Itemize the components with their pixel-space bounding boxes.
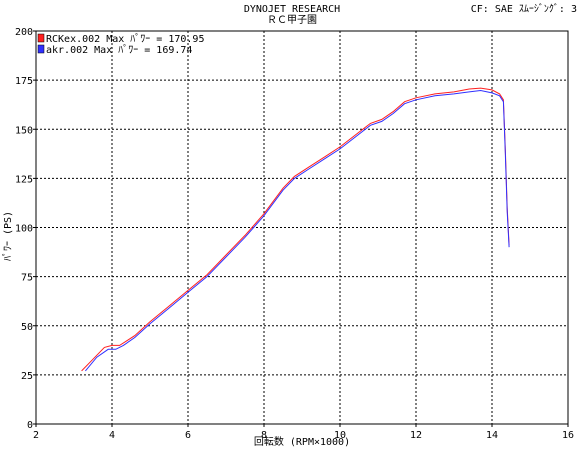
y-tick-label: 50 — [21, 322, 33, 333]
x-axis-label: 回転数 (RPM×1000) — [254, 435, 350, 448]
y-axis-label: ﾊﾟﾜｰ (PS) — [2, 211, 14, 261]
series-line-2 — [85, 89, 510, 372]
y-tick-label: 175 — [15, 76, 33, 87]
y-tick-label: 100 — [15, 224, 33, 235]
x-tick-label: 8 — [261, 430, 267, 441]
y-tick-label: 75 — [21, 273, 33, 284]
correction-label: CF: SAE ｽﾑｰｼﾞﾝｸﾞ: 3 — [471, 3, 577, 15]
legend-entry-1: RCKex.002 Max ﾊﾟﾜｰ = 170.95 — [46, 33, 204, 45]
chart-subtitle: ＲＣ甲子園 — [267, 14, 317, 26]
y-tick-label: 25 — [21, 371, 33, 382]
x-tick-label: 16 — [562, 430, 574, 441]
legend-entry-2: akr.002 Max ﾊﾟﾜｰ = 169.74 — [46, 44, 192, 56]
legend-swatch-2 — [37, 44, 45, 54]
chart-title: DYNOJET RESEARCH — [244, 4, 340, 15]
x-tick-label: 10 — [334, 430, 346, 441]
series-line-1 — [81, 87, 510, 372]
y-tick-label: 0 — [27, 420, 33, 431]
legend-swatch-1 — [37, 33, 45, 43]
y-tick-label: 200 — [15, 27, 33, 38]
grid-lines — [36, 31, 568, 424]
x-tick-label: 12 — [410, 430, 422, 441]
y-tick-label: 125 — [15, 174, 33, 185]
x-tick-label: 14 — [486, 430, 498, 441]
x-tick-label: 6 — [185, 430, 191, 441]
x-tick-label: 4 — [109, 430, 115, 441]
axes: 2 4 6 8 10 12 14 16 0 25 50 75 100 125 150 175 200 — [15, 27, 574, 441]
series-lines — [81, 87, 510, 372]
x-tick-label: 2 — [33, 430, 39, 441]
y-tick-label: 150 — [15, 125, 33, 136]
